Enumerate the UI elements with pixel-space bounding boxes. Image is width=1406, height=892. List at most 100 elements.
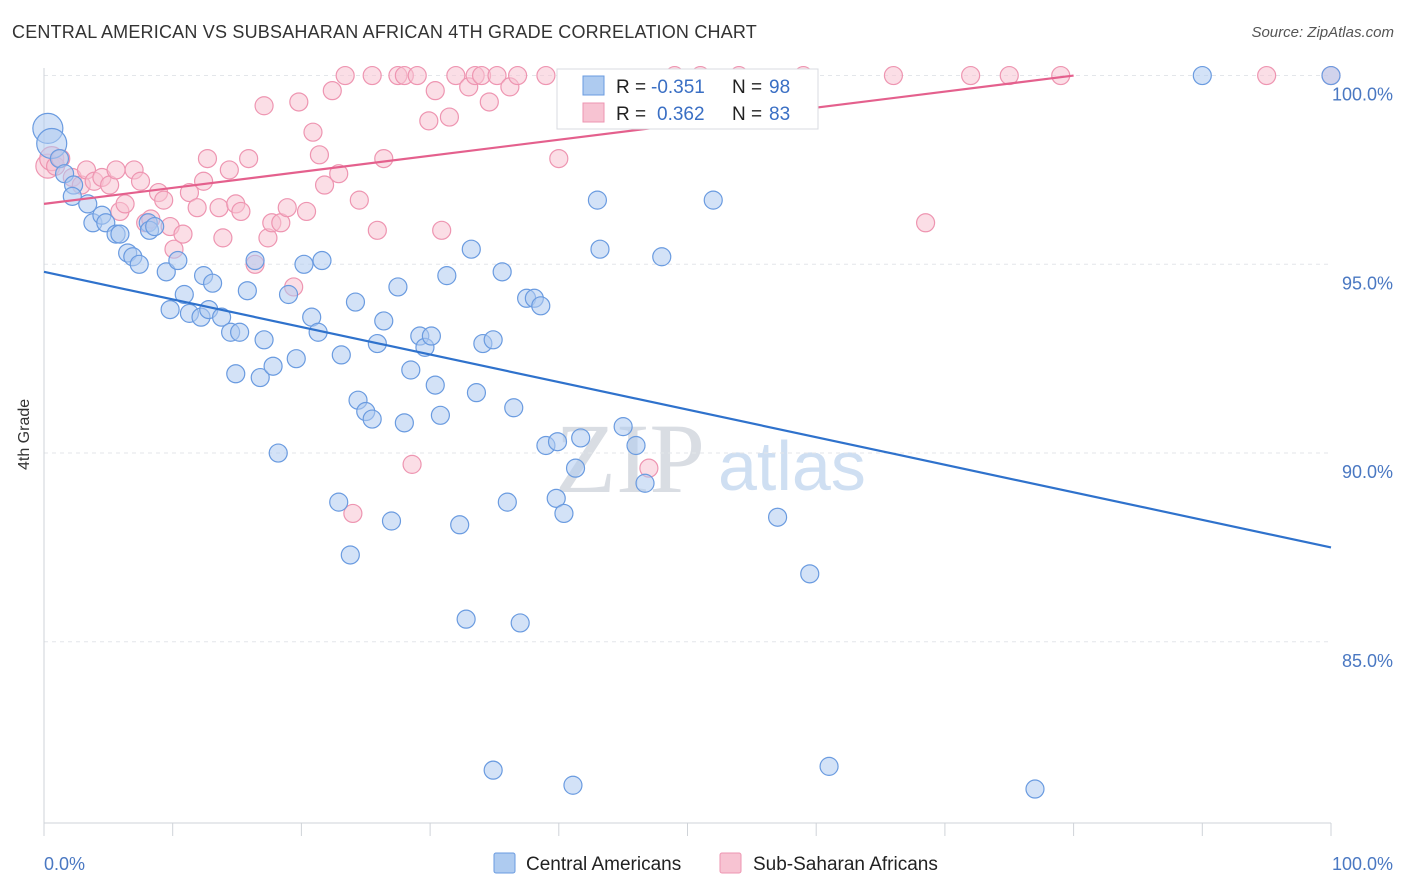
- point-sub-saharan-africans-41: [303, 122, 323, 142]
- point-central-americans-27: [212, 307, 232, 327]
- point-sub-saharan-africans-10: [106, 160, 126, 180]
- point-central-americans-43: [329, 492, 349, 512]
- watermark-zip: ZIP: [555, 403, 705, 514]
- point-central-americans-19: [160, 300, 180, 320]
- y-tick-label-100: 100.0%: [1332, 85, 1393, 105]
- point-central-americans-14: [129, 254, 149, 274]
- point-sub-saharan-africans-54: [402, 454, 422, 474]
- point-central-americans-62: [450, 515, 470, 535]
- point-central-americans-60: [430, 405, 450, 425]
- point-sub-saharan-africans-30: [231, 201, 251, 222]
- point-central-americans-93: [1025, 779, 1045, 799]
- point-sub-saharan-africans-22: [179, 182, 200, 203]
- chart-source: Source: ZipAtlas.com: [1251, 24, 1394, 41]
- point-central-americans-85: [613, 417, 633, 437]
- x-tick-label-min: 0.0%: [44, 854, 85, 874]
- point-sub-saharan-africans-77: [915, 213, 936, 233]
- point-central-americans-92: [819, 756, 839, 776]
- point-central-americans-95: [1321, 65, 1341, 86]
- point-central-americans-63: [456, 609, 476, 629]
- point-sub-saharan-africans-64: [479, 92, 499, 112]
- point-central-americans-83: [587, 190, 608, 210]
- point-sub-saharan-africans-47: [343, 503, 363, 524]
- point-central-americans-37: [278, 284, 299, 305]
- trend-lines: [43, 74, 1332, 549]
- point-central-americans-89: [703, 190, 723, 210]
- point-sub-saharan-africans-43: [314, 175, 335, 195]
- point-central-americans-20: [168, 250, 188, 271]
- point-central-americans-70: [497, 492, 517, 512]
- point-central-americans-11: [110, 224, 130, 244]
- legend-swatch-blue: [582, 75, 605, 96]
- legend-swatch-pink: [582, 102, 605, 123]
- point-central-americans-32: [245, 250, 265, 271]
- point-central-americans-31: [237, 281, 257, 301]
- point-central-americans-53: [388, 277, 408, 297]
- point-central-americans-46: [345, 292, 366, 312]
- point-sub-saharan-africans-25: [197, 149, 218, 169]
- point-central-americans-90: [767, 507, 788, 527]
- y-tick-label-90: 90.0%: [1342, 462, 1393, 482]
- trend-line-sub-saharan-africans: [43, 74, 1074, 205]
- point-sub-saharan-africans-28: [219, 160, 239, 180]
- point-sub-saharan-africans-40: [296, 201, 317, 222]
- point-sub-saharan-africans-58: [432, 220, 452, 240]
- point-sub-saharan-africans-65: [487, 65, 507, 86]
- gridlines: [44, 75, 1331, 643]
- point-central-americans-30: [230, 322, 250, 342]
- point-central-americans-17: [145, 216, 165, 237]
- legend-r-label-1: R =: [616, 77, 646, 98]
- point-sub-saharan-africans-69: [549, 149, 569, 169]
- point-central-americans-72: [510, 613, 530, 633]
- series-legend-label-blue: Central Americans: [526, 854, 681, 875]
- watermark: ZIP atlas: [555, 403, 866, 514]
- point-sub-saharan-africans-67: [508, 65, 528, 86]
- point-central-americans-84: [590, 239, 610, 259]
- point-central-americans-87: [635, 473, 655, 493]
- point-sub-saharan-africans-60: [446, 65, 466, 86]
- point-central-americans-69: [492, 262, 512, 282]
- point-sub-saharan-africans-24: [193, 171, 214, 191]
- point-central-americans-49: [362, 409, 382, 429]
- y-tick-label-85: 85.0%: [1342, 651, 1393, 671]
- point-central-americans-78: [547, 432, 568, 452]
- series-legend-label-pink: Sub-Saharan Africans: [753, 854, 938, 875]
- point-sub-saharan-africans-59: [439, 107, 460, 127]
- y-tick-label-95: 95.0%: [1342, 273, 1393, 293]
- chart-title: CENTRAL AMERICAN VS SUBSAHARAN AFRICAN 4…: [12, 22, 757, 42]
- point-sub-saharan-africans-56: [419, 111, 439, 131]
- point-central-americans-36: [268, 443, 288, 463]
- point-central-americans-65: [466, 383, 487, 403]
- point-sub-saharan-africans-21: [173, 224, 193, 244]
- point-sub-saharan-africans-23: [187, 198, 207, 218]
- point-sub-saharan-africans-57: [425, 81, 445, 101]
- point-central-americans-79: [554, 503, 574, 524]
- point-central-americans-18: [156, 262, 176, 282]
- point-central-americans-34: [254, 330, 274, 350]
- point-sub-saharan-africans-31: [239, 149, 259, 169]
- point-sub-saharan-africans-39: [289, 92, 309, 112]
- point-sub-saharan-africans-51: [374, 149, 394, 169]
- series-legend-swatch-blue: [493, 852, 516, 874]
- point-central-americans-58: [421, 326, 441, 346]
- point-central-americans-39: [294, 254, 314, 274]
- point-central-americans-59: [425, 375, 445, 395]
- legend-r-value-2: 0.362: [657, 104, 705, 125]
- point-sub-saharan-africans-45: [329, 164, 349, 184]
- point-sub-saharan-africans-46: [335, 65, 355, 86]
- point-central-americans-29: [226, 364, 246, 384]
- point-sub-saharan-africans-37: [277, 198, 297, 218]
- legend-n-label-2: N =: [732, 104, 762, 125]
- point-central-americans-42: [312, 250, 332, 271]
- point-central-americans-75: [531, 296, 551, 316]
- point-sub-saharan-africans-12: [115, 194, 135, 214]
- point-central-americans-80: [563, 775, 583, 795]
- point-sub-saharan-africans-78: [961, 65, 981, 86]
- legend-r-label-2: R =: [616, 104, 646, 125]
- point-central-americans-61: [437, 266, 457, 286]
- point-central-americans-64: [461, 239, 481, 259]
- point-sub-saharan-africans-48: [349, 190, 369, 210]
- point-central-americans-77: [546, 488, 566, 508]
- point-sub-saharan-africans-27: [213, 228, 233, 248]
